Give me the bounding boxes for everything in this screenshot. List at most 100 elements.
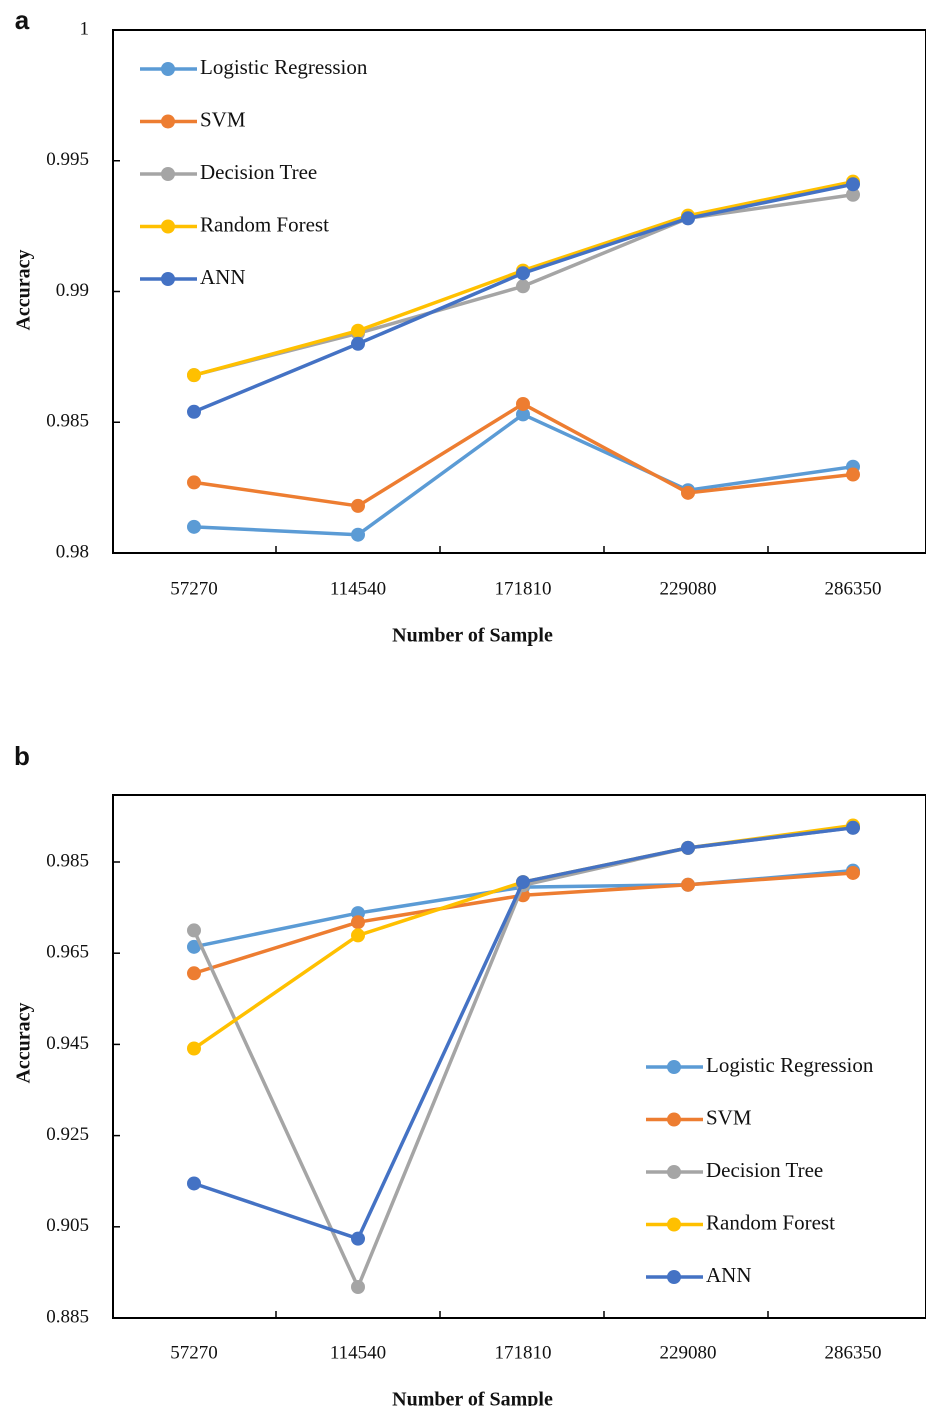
series-ann bbox=[187, 177, 860, 419]
data-point bbox=[351, 527, 365, 542]
x-tick-label: 114540 bbox=[330, 1342, 386, 1363]
y-axis-title: Accuracy bbox=[13, 1002, 35, 1083]
x-tick-label: 286350 bbox=[825, 578, 882, 599]
legend-marker bbox=[161, 219, 175, 234]
series-svm bbox=[187, 865, 860, 981]
data-point bbox=[846, 467, 860, 482]
y-tick-label: 0.885 bbox=[46, 1306, 89, 1327]
data-point bbox=[516, 407, 530, 422]
legend-label: Decision Tree bbox=[200, 160, 317, 184]
data-point bbox=[351, 336, 365, 351]
legend-marker bbox=[161, 114, 175, 129]
data-point bbox=[516, 279, 530, 294]
legend-item: ANN bbox=[646, 1263, 752, 1287]
series-svm bbox=[187, 396, 860, 513]
data-point bbox=[351, 1279, 365, 1294]
data-point bbox=[187, 368, 201, 383]
x-axis-title: Number of Sample bbox=[392, 1389, 553, 1406]
y-tick-label: 0.945 bbox=[46, 1033, 89, 1054]
legend: Logistic Regression SVM Decision Tree Rando… bbox=[646, 1053, 874, 1287]
legend-label: ANN bbox=[200, 265, 246, 289]
y-tick-label: 0.925 bbox=[46, 1124, 89, 1145]
legend-label: Random Forest bbox=[706, 1210, 835, 1234]
y-tick-label: 0.905 bbox=[46, 1215, 89, 1236]
data-point bbox=[681, 877, 695, 892]
data-point bbox=[846, 187, 860, 202]
legend-marker bbox=[161, 272, 175, 286]
legend-marker bbox=[161, 167, 175, 181]
data-point bbox=[846, 177, 860, 192]
legend-label: SVM bbox=[706, 1105, 752, 1129]
data-point bbox=[351, 928, 365, 943]
x-tick-label: 229080 bbox=[660, 1342, 717, 1363]
series-random-forest bbox=[187, 818, 860, 1056]
data-point bbox=[351, 323, 365, 338]
legend-item: SVM bbox=[140, 107, 246, 131]
data-point bbox=[187, 519, 201, 534]
series-line bbox=[193, 823, 854, 1050]
panel-label: a bbox=[15, 5, 30, 35]
data-point bbox=[187, 939, 201, 954]
x-axis-title: Number of Sample bbox=[392, 625, 553, 647]
legend-label: Logistic Regression bbox=[200, 55, 368, 79]
data-point bbox=[846, 820, 860, 835]
legend-item: Logistic Regression bbox=[646, 1053, 874, 1077]
x-tick-label: 171810 bbox=[495, 1342, 552, 1363]
plot-frame bbox=[112, 794, 926, 1319]
chart-panel-b: b 0.985 0.965 0.945 0.925 0.905 0.885 57270 1145… bbox=[13, 741, 926, 1411]
data-point bbox=[516, 875, 530, 890]
legend-marker bbox=[667, 1112, 681, 1127]
legend-marker bbox=[161, 62, 175, 76]
data-point bbox=[187, 923, 201, 938]
x-tick-label: 171810 bbox=[495, 578, 552, 599]
series-ann bbox=[187, 820, 860, 1246]
x-tick-label: 57270 bbox=[170, 578, 218, 599]
data-point bbox=[187, 404, 201, 419]
x-tick-label: 229080 bbox=[660, 578, 717, 599]
x-tick-label: 114540 bbox=[330, 578, 386, 599]
legend-label: Logistic Regression bbox=[706, 1053, 874, 1077]
legend-label: SVM bbox=[200, 107, 246, 131]
y-axis-title: Accuracy bbox=[13, 249, 35, 330]
y-tick-label: 0.985 bbox=[46, 411, 89, 432]
legend-label: Decision Tree bbox=[706, 1158, 823, 1182]
data-point bbox=[516, 266, 530, 281]
legend-item: Random Forest bbox=[140, 212, 329, 236]
data-point bbox=[681, 840, 695, 855]
legend-marker bbox=[667, 1060, 681, 1074]
legend-label: Random Forest bbox=[200, 212, 329, 236]
data-point bbox=[187, 1176, 201, 1191]
legend-item: Decision Tree bbox=[646, 1158, 823, 1182]
legend-label: ANN bbox=[706, 1263, 752, 1287]
y-tick-label: 0.98 bbox=[56, 541, 89, 562]
legend-marker bbox=[667, 1165, 681, 1179]
panel-label: b bbox=[14, 741, 30, 771]
legend: Logistic Regression SVM Decision Tree Rando… bbox=[140, 55, 368, 289]
data-point bbox=[681, 485, 695, 500]
y-tick-label: 1 bbox=[80, 18, 90, 39]
data-point bbox=[351, 1231, 365, 1246]
data-point bbox=[351, 498, 365, 513]
series-logistic-regression bbox=[187, 407, 860, 542]
legend-item: Random Forest bbox=[646, 1210, 835, 1234]
chart-panel-a: a 1 0.995 0.99 0.985 0.98 57270 114540 171810 229… bbox=[13, 5, 926, 647]
data-point bbox=[681, 211, 695, 226]
legend-item: ANN bbox=[140, 265, 246, 289]
x-tick-label: 57270 bbox=[170, 1342, 218, 1363]
series-line bbox=[193, 412, 854, 537]
y-tick-label: 0.995 bbox=[46, 149, 89, 170]
data-point bbox=[187, 475, 201, 490]
y-tick-label: 0.965 bbox=[46, 942, 89, 963]
y-tick-label: 0.985 bbox=[46, 850, 89, 871]
data-point bbox=[516, 396, 530, 411]
data-point bbox=[846, 865, 860, 880]
legend-marker bbox=[667, 1270, 681, 1284]
legend-item: Decision Tree bbox=[140, 160, 317, 184]
legend-item: SVM bbox=[646, 1105, 752, 1129]
legend-item: Logistic Regression bbox=[140, 55, 368, 79]
data-point bbox=[351, 915, 365, 930]
data-point bbox=[187, 966, 201, 981]
x-tick-label: 286350 bbox=[825, 1342, 882, 1363]
